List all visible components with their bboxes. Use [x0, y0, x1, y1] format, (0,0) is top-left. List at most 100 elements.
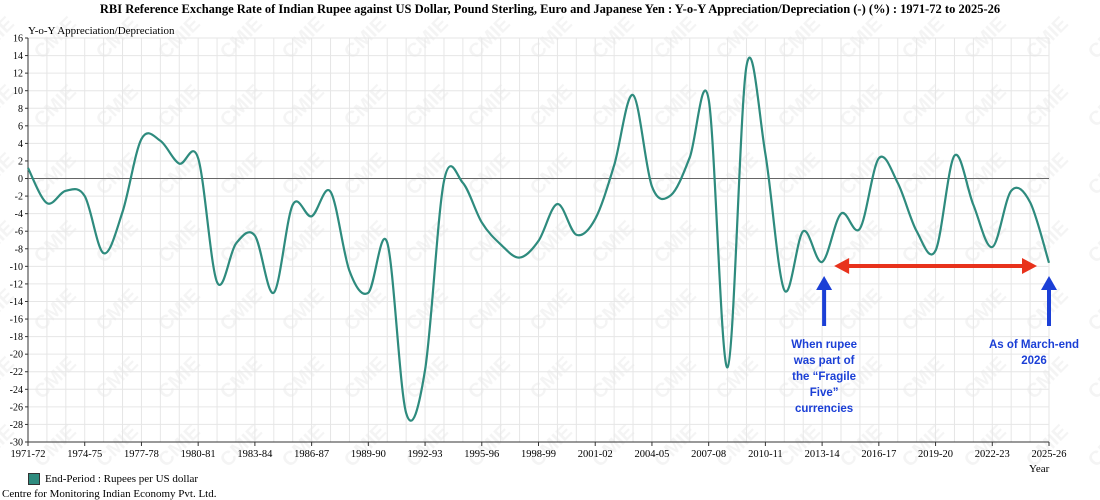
- watermark-text: CMIE: [650, 217, 701, 268]
- x-tick-label: 1986-87: [294, 449, 329, 460]
- x-tick-label: 1998-99: [521, 449, 556, 460]
- watermark-text: CMIE: [712, 149, 763, 200]
- data-point: [329, 190, 331, 192]
- watermark-text: CMIE: [216, 81, 267, 132]
- chart-title: RBI Reference Exchange Rate of Indian Ru…: [99, 2, 1001, 16]
- watermark-text: CMIE: [216, 149, 267, 200]
- series-line: [27, 56, 1051, 422]
- x-tick-label: 2016-17: [861, 449, 896, 460]
- arrow-up-march-end-head: [1041, 276, 1057, 290]
- data-point: [499, 243, 501, 245]
- watermark-text: CMIE: [0, 217, 19, 268]
- y-tick-label: -8: [15, 244, 23, 255]
- data-point: [594, 218, 596, 220]
- data-point: [878, 157, 880, 159]
- data-point: [273, 291, 275, 293]
- watermark-text: CMIE: [526, 421, 577, 472]
- watermark-text: CMIE: [216, 217, 267, 268]
- x-tick-label: 2019-20: [918, 449, 953, 460]
- watermark-text: CMIE: [464, 285, 515, 336]
- data-point: [310, 215, 312, 217]
- watermark-text: CMIE: [774, 285, 825, 336]
- watermark-text: CMIE: [340, 421, 391, 472]
- watermark-text: CMIE: [774, 421, 825, 472]
- x-tick-label: 1974-75: [67, 449, 102, 460]
- watermark-text: CMIE: [92, 81, 143, 132]
- data-point: [632, 94, 634, 96]
- data-point: [745, 65, 747, 67]
- x-tick-label: 2010-11: [748, 449, 783, 460]
- watermark-text: CMIE: [464, 217, 515, 268]
- data-point: [197, 157, 199, 159]
- grid: [27, 37, 1050, 443]
- watermark-text: CMIE: [712, 353, 763, 404]
- watermark-text: CMIE: [402, 217, 453, 268]
- y-tick-label: -14: [10, 297, 23, 308]
- annotation-line: When rupee: [791, 339, 858, 351]
- watermark-text: CMIE: [30, 81, 81, 132]
- data-point: [518, 256, 520, 258]
- y-tick-label: 0: [18, 174, 23, 185]
- watermark-text: CMIE: [30, 353, 81, 404]
- data-point: [613, 164, 615, 166]
- axes: -30-28-26-24-22-20-18-16-14-12-10-8-6-4-…: [10, 34, 1067, 461]
- data-point: [689, 156, 691, 158]
- watermark-text: CMIE: [216, 421, 267, 472]
- footer-source: Centre for Monitoring Indian Economy Pvt…: [2, 488, 217, 500]
- data-point: [348, 270, 350, 272]
- watermark-text: CMIE: [898, 353, 949, 404]
- y-tick-label: -20: [10, 350, 23, 361]
- data-point: [27, 167, 29, 169]
- watermark-text: CMIE: [92, 217, 143, 268]
- x-tick-label: 2007-08: [691, 449, 726, 460]
- data-point: [556, 203, 558, 205]
- x-tick-label: 1980-81: [181, 449, 216, 460]
- data-point: [481, 221, 483, 223]
- data-point: [972, 204, 974, 206]
- watermark-text: CMIE: [1084, 149, 1100, 200]
- watermark-text: CMIE: [278, 353, 329, 404]
- data-point: [235, 242, 237, 244]
- y-tick-label: -6: [15, 227, 23, 238]
- watermark-text: CMIE: [1084, 421, 1100, 472]
- y-tick-label: 6: [18, 121, 23, 132]
- annotation-line: Five”: [809, 387, 839, 399]
- data-point: [840, 212, 842, 214]
- watermark-text: CMIE: [278, 421, 329, 472]
- watermark-text: CMIE: [464, 421, 515, 472]
- y-tick-label: 4: [18, 139, 23, 150]
- y-tick-label: -28: [10, 420, 23, 431]
- watermark-text: CMIE: [960, 149, 1011, 200]
- annotation-line: the “Fragile: [792, 371, 857, 383]
- data-point: [1010, 190, 1012, 192]
- data-point: [934, 249, 936, 251]
- watermark-text: CMIE: [960, 81, 1011, 132]
- y-tick-label: 12: [13, 69, 23, 80]
- annotation-line: As of March-end: [988, 339, 1080, 351]
- data-point: [537, 240, 539, 242]
- x-tick-label: 1989-90: [351, 449, 386, 460]
- data-point: [178, 162, 180, 164]
- data-point: [651, 185, 653, 187]
- annotation-fragile-five: When rupee was part of the “Fragile Five” cu…: [779, 337, 869, 417]
- y-tick-label: -12: [10, 279, 23, 290]
- y-tick-label: -26: [10, 402, 23, 413]
- data-point: [670, 194, 672, 196]
- data-point: [140, 138, 142, 140]
- watermark-text: CMIE: [402, 81, 453, 132]
- data-point: [424, 369, 426, 371]
- y-axis-label: Y-o-Y Appreciation/Depreciation: [28, 25, 175, 37]
- watermark-text: CMIE: [650, 353, 701, 404]
- range-arrow-right-head: [1022, 258, 1037, 274]
- watermark-text: CMIE: [1084, 285, 1100, 336]
- watermark-text: CMIE: [898, 421, 949, 472]
- data-point: [897, 182, 899, 184]
- watermark-text: CMIE: [960, 285, 1011, 336]
- watermark-text: CMIE: [340, 149, 391, 200]
- y-tick-label: 10: [13, 86, 23, 97]
- watermark-text: CMIE: [0, 285, 19, 336]
- watermark-text: CMIE: [30, 149, 81, 200]
- data-point: [953, 154, 955, 156]
- data-point: [821, 261, 823, 263]
- y-tick-label: -22: [10, 367, 23, 378]
